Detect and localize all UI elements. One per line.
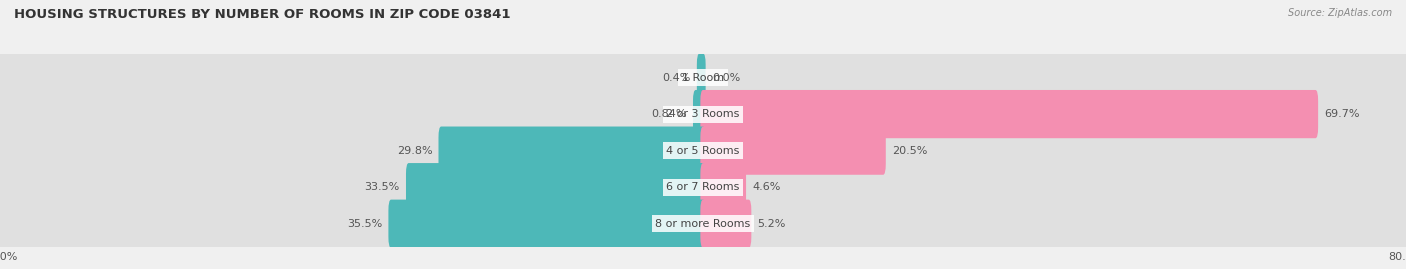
Text: 33.5%: 33.5% [364, 182, 399, 192]
Text: 1 Room: 1 Room [682, 73, 724, 83]
Text: 4.6%: 4.6% [752, 182, 780, 192]
FancyBboxPatch shape [439, 126, 706, 175]
FancyBboxPatch shape [697, 54, 706, 102]
FancyBboxPatch shape [700, 126, 886, 175]
Text: 69.7%: 69.7% [1324, 109, 1360, 119]
Text: 35.5%: 35.5% [347, 219, 382, 229]
Text: Source: ZipAtlas.com: Source: ZipAtlas.com [1288, 8, 1392, 18]
Text: 29.8%: 29.8% [396, 146, 433, 156]
FancyBboxPatch shape [0, 163, 1406, 211]
Text: 4 or 5 Rooms: 4 or 5 Rooms [666, 146, 740, 156]
FancyBboxPatch shape [700, 200, 751, 248]
Text: 0.0%: 0.0% [711, 73, 740, 83]
FancyBboxPatch shape [406, 163, 706, 211]
FancyBboxPatch shape [693, 90, 706, 138]
FancyBboxPatch shape [388, 200, 706, 248]
FancyBboxPatch shape [700, 163, 747, 211]
Text: HOUSING STRUCTURES BY NUMBER OF ROOMS IN ZIP CODE 03841: HOUSING STRUCTURES BY NUMBER OF ROOMS IN… [14, 8, 510, 21]
Text: 0.84%: 0.84% [651, 109, 688, 119]
Text: 6 or 7 Rooms: 6 or 7 Rooms [666, 182, 740, 192]
Text: 20.5%: 20.5% [891, 146, 928, 156]
FancyBboxPatch shape [0, 90, 1406, 138]
Text: 8 or more Rooms: 8 or more Rooms [655, 219, 751, 229]
FancyBboxPatch shape [0, 200, 1406, 248]
FancyBboxPatch shape [0, 126, 1406, 175]
FancyBboxPatch shape [0, 54, 1406, 102]
Text: 5.2%: 5.2% [758, 219, 786, 229]
FancyBboxPatch shape [700, 90, 1319, 138]
Text: 2 or 3 Rooms: 2 or 3 Rooms [666, 109, 740, 119]
Text: 0.4%: 0.4% [662, 73, 690, 83]
